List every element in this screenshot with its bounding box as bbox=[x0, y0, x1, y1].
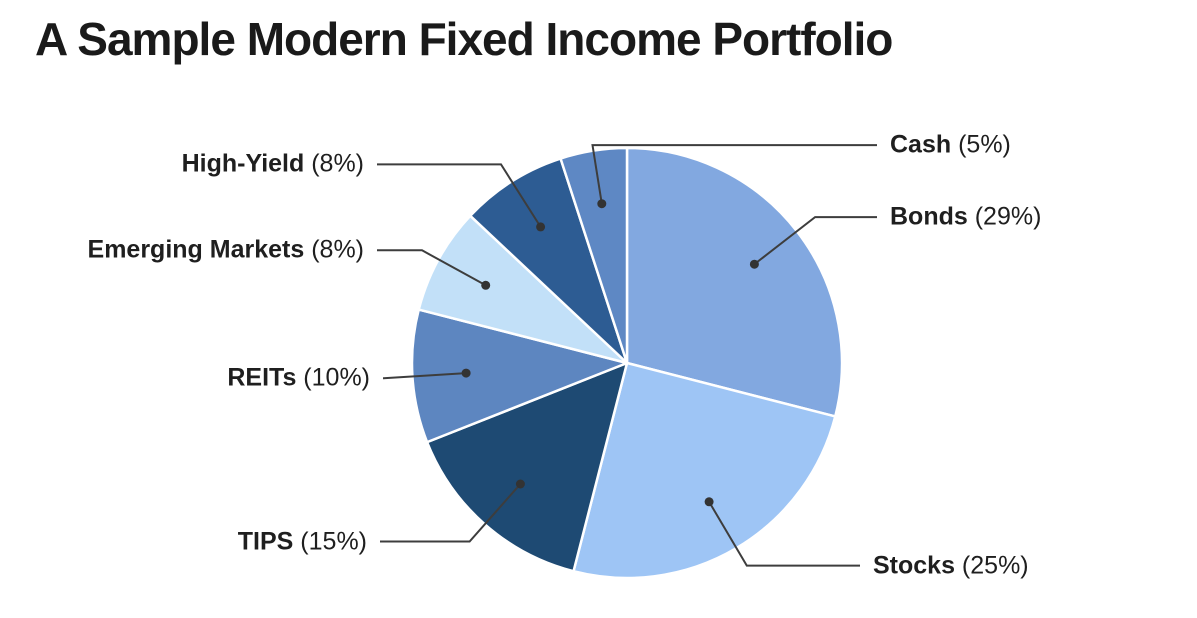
callout-dot-bonds bbox=[749, 259, 759, 269]
pie-slices bbox=[410, 146, 844, 580]
callout-line-bonds bbox=[753, 216, 877, 265]
callout-line-reits bbox=[383, 372, 467, 380]
callout-line-emerging-markets bbox=[377, 249, 487, 287]
segment-percent: (29%) bbox=[967, 202, 1042, 231]
segment-percent: (25%) bbox=[954, 551, 1029, 580]
callout-line-stocks bbox=[708, 501, 860, 567]
segment-name: Bonds bbox=[890, 202, 968, 231]
segment-label-reits: REITs (10%) bbox=[227, 364, 370, 393]
segment-label-tips: TIPS (15%) bbox=[238, 527, 367, 556]
callout-dots bbox=[461, 199, 759, 507]
callout-line-high-yield bbox=[377, 163, 542, 228]
callout-dot-stocks bbox=[704, 497, 714, 507]
callout-dot-tips bbox=[515, 479, 525, 489]
segment-percent: (5%) bbox=[951, 130, 1011, 159]
segment-name: REITs bbox=[227, 363, 297, 392]
segment-percent: (8%) bbox=[304, 235, 364, 264]
segment-name: Emerging Markets bbox=[87, 235, 305, 264]
chart-title: A Sample Modern Fixed Income Portfolio bbox=[35, 13, 893, 65]
callout-line-tips bbox=[380, 483, 522, 543]
callout-dot-high-yield bbox=[536, 222, 546, 232]
segment-name: Stocks bbox=[873, 551, 955, 580]
callout-dot-emerging-markets bbox=[481, 280, 491, 290]
segment-name: Cash bbox=[890, 130, 952, 159]
segment-percent: (15%) bbox=[293, 527, 367, 556]
callout-lines bbox=[377, 144, 877, 567]
segment-label-high-yield: High-Yield (8%) bbox=[182, 150, 364, 179]
callout-dot-cash bbox=[597, 199, 607, 209]
segment-label-stocks: Stocks (25%) bbox=[873, 551, 1029, 580]
callout-dot-reits bbox=[461, 368, 471, 378]
segment-label-emerging-markets: Emerging Markets (8%) bbox=[88, 236, 364, 265]
segment-label-cash: Cash (5%) bbox=[890, 131, 1011, 160]
segment-label-bonds: Bonds (29%) bbox=[890, 203, 1041, 232]
segment-percent: (10%) bbox=[296, 363, 370, 392]
segment-name: TIPS bbox=[237, 527, 294, 556]
callout-line-cash bbox=[591, 144, 877, 204]
segment-name: High-Yield bbox=[181, 150, 305, 179]
segment-percent: (8%) bbox=[304, 150, 364, 179]
